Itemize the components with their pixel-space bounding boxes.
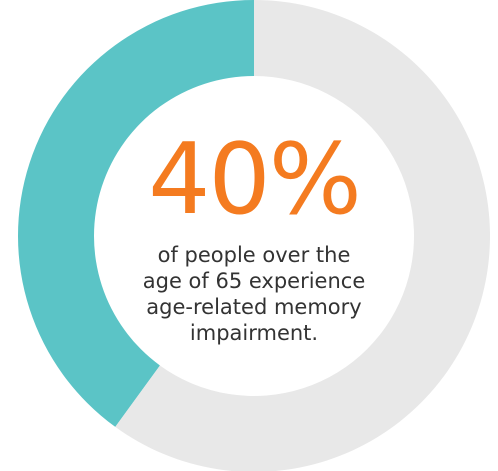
donut-center-label: 40% of people over the age of 65 experie…: [104, 128, 404, 346]
slice-highlight: [18, 0, 254, 427]
caption-line-4: impairment.: [189, 321, 319, 345]
slice-remainder: [115, 0, 490, 471]
caption-line-3: age-related memory: [146, 295, 362, 319]
center-caption: of people over the age of 65 experience …: [104, 242, 404, 346]
center-value: 40%: [148, 123, 362, 237]
caption-line-2: age of 65 experience: [142, 269, 366, 293]
donut-slices: [18, 0, 490, 471]
caption-line-1: of people over the: [157, 243, 351, 267]
